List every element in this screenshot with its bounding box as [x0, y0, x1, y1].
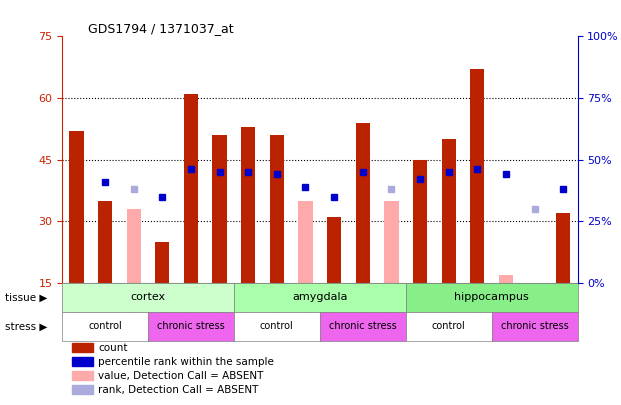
Bar — [413, 160, 427, 283]
Bar — [492, 312, 578, 341]
Bar — [241, 127, 255, 283]
Text: stress ▶: stress ▶ — [6, 322, 48, 331]
Bar — [442, 139, 456, 283]
Bar — [270, 135, 284, 283]
Text: GDS1794 / 1371037_at: GDS1794 / 1371037_at — [88, 22, 233, 35]
Bar — [298, 200, 312, 283]
Text: count: count — [98, 343, 128, 353]
Bar — [62, 283, 234, 312]
Text: control: control — [88, 322, 122, 331]
Text: cortex: cortex — [130, 292, 166, 302]
Text: chronic stress: chronic stress — [501, 322, 568, 331]
Bar — [320, 312, 406, 341]
Text: amygdala: amygdala — [292, 292, 348, 302]
Bar — [212, 135, 227, 283]
Bar — [148, 312, 234, 341]
Bar — [73, 343, 93, 352]
Bar — [73, 371, 93, 380]
Bar — [155, 242, 170, 283]
Bar — [327, 217, 342, 283]
Bar — [184, 94, 198, 283]
Bar — [556, 213, 570, 283]
Text: percentile rank within the sample: percentile rank within the sample — [98, 357, 274, 367]
Text: chronic stress: chronic stress — [329, 322, 397, 331]
Bar — [62, 312, 148, 341]
Bar — [470, 69, 484, 283]
Bar — [98, 200, 112, 283]
Bar — [127, 209, 141, 283]
Bar — [384, 200, 399, 283]
Bar — [499, 275, 513, 283]
Bar — [234, 283, 406, 312]
Bar — [406, 312, 492, 341]
Text: rank, Detection Call = ABSENT: rank, Detection Call = ABSENT — [98, 385, 258, 394]
Bar — [234, 312, 320, 341]
Bar — [406, 283, 578, 312]
Text: value, Detection Call = ABSENT: value, Detection Call = ABSENT — [98, 371, 263, 381]
Text: chronic stress: chronic stress — [157, 322, 225, 331]
Text: control: control — [432, 322, 466, 331]
Text: control: control — [260, 322, 294, 331]
Text: hippocampus: hippocampus — [454, 292, 529, 302]
Text: tissue ▶: tissue ▶ — [6, 292, 48, 302]
Bar — [73, 357, 93, 366]
Bar — [73, 385, 93, 394]
Bar — [356, 123, 370, 283]
Bar — [70, 131, 84, 283]
